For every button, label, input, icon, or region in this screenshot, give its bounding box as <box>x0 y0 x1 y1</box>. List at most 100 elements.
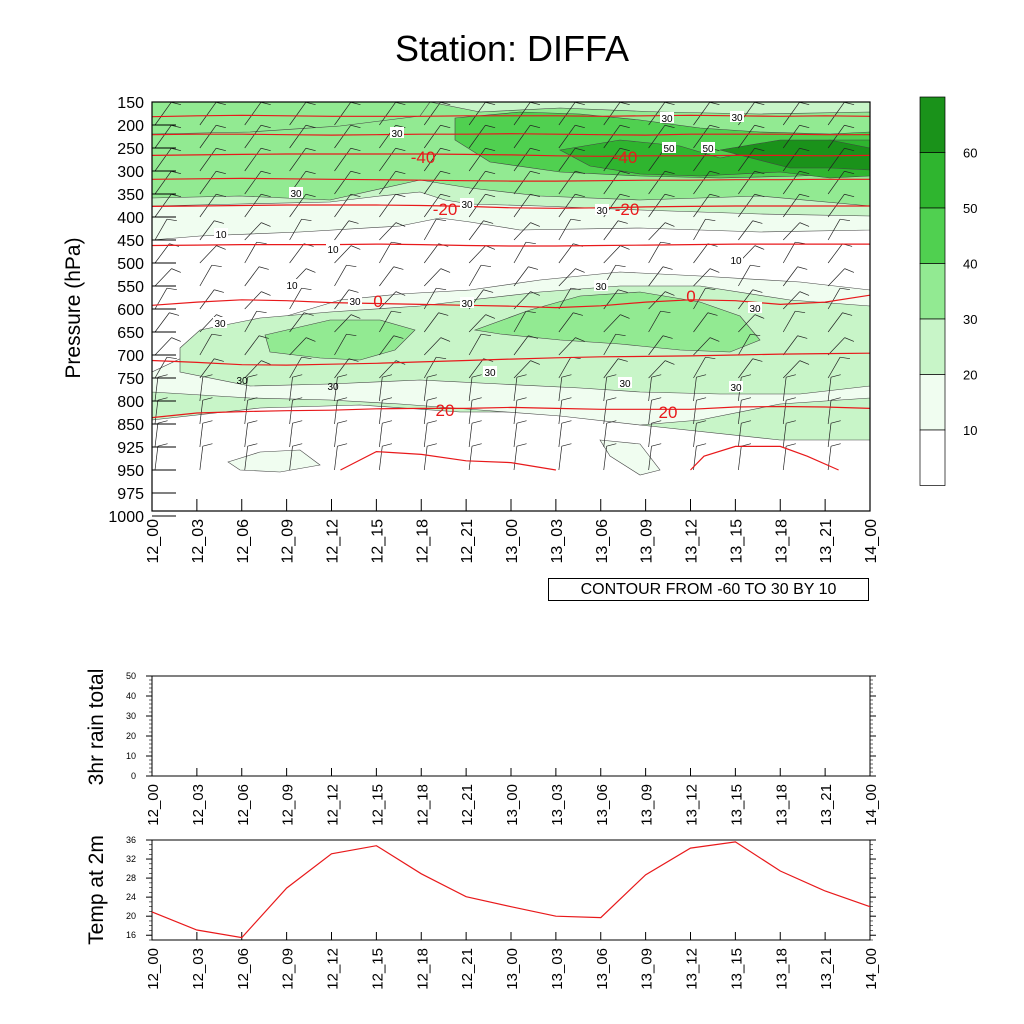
wind-barb <box>648 377 652 402</box>
wind-barb-flag <box>620 245 630 250</box>
humidity-label-bg <box>460 297 474 308</box>
time-tick-label: 12_03 <box>190 784 207 826</box>
wind-barb-flag <box>618 358 628 362</box>
wind-barb <box>782 360 801 379</box>
wind-barb <box>827 268 845 287</box>
y-tick-label: 36 <box>126 835 136 845</box>
wind-barb <box>648 222 666 241</box>
wind-barb-flag <box>216 124 226 129</box>
humidity-band-mid-40 <box>264 319 416 361</box>
humidity-contour-label: 10 <box>730 256 742 267</box>
wind-barb-flag <box>885 265 895 266</box>
wind-barb <box>244 335 260 356</box>
wind-barb-flag <box>707 312 718 316</box>
wind-barb-flag <box>799 222 810 227</box>
wind-barb <box>603 314 621 333</box>
wind-barb-flag <box>799 360 810 365</box>
wind-barb-flag <box>662 335 673 339</box>
wind-barb-flag <box>485 102 496 106</box>
wind-barb <box>423 148 441 172</box>
wind-barb <box>738 265 751 287</box>
wind-barb-flag <box>202 443 213 447</box>
wind-barb <box>648 400 652 425</box>
wind-barb-flag <box>214 220 224 224</box>
wind-barb-flag <box>436 287 447 291</box>
wind-barb <box>468 265 482 287</box>
y-tick-label: 20 <box>126 911 136 921</box>
wind-barb-flag <box>525 310 536 314</box>
wind-barb-flag <box>395 193 406 198</box>
time-tick-label: 13_12 <box>684 784 701 826</box>
wind-barb-flag <box>171 124 182 129</box>
humidity-band-upper-left-40 <box>152 102 431 135</box>
time-tick-label: 12_09 <box>280 784 297 826</box>
wind-barb <box>873 148 889 171</box>
wind-barb-flag <box>844 147 855 152</box>
wind-barb-flag <box>440 102 451 106</box>
wind-barb-flag <box>830 374 841 378</box>
temp-contour-label: 20 <box>436 401 455 420</box>
wind-barb <box>603 377 607 402</box>
wind-barb <box>873 359 887 378</box>
wind-barb-flag <box>651 397 662 401</box>
wind-barb-flag <box>427 443 437 447</box>
wind-barb-flag <box>530 360 540 365</box>
wind-barb-flag <box>471 420 482 424</box>
colorbar-swatch <box>919 318 946 375</box>
wind-barb <box>154 288 168 310</box>
wind-barb <box>244 360 262 379</box>
wind-barb-flag <box>606 397 617 401</box>
wind-barb <box>199 171 217 195</box>
wind-barb <box>603 245 621 264</box>
humidity-contour-label: 30 <box>749 304 761 315</box>
wind-barb-flag <box>890 246 899 250</box>
wind-barb-flag <box>844 170 855 175</box>
pressure-tick-label: 750 <box>117 371 144 388</box>
wind-barb <box>513 335 529 356</box>
wind-barb <box>782 148 800 172</box>
wind-barb-flag <box>575 147 585 152</box>
wind-barb <box>827 400 832 425</box>
humidity-label-bg <box>595 204 609 215</box>
wind-barb-flag <box>259 335 269 339</box>
rain-axis-label: 3hr rain total <box>85 669 108 786</box>
wind-barb <box>379 311 392 333</box>
wind-barb <box>289 423 293 448</box>
wind-barb <box>513 194 531 218</box>
wind-barb <box>468 245 486 264</box>
wind-barb <box>558 194 576 218</box>
time-tick-label: 14_00 <box>863 948 880 990</box>
pressure-tick-label: 150 <box>117 95 144 112</box>
wind-barb-flag <box>709 124 720 129</box>
wind-barb-flag <box>256 310 267 314</box>
contour-labels: -40 -40 -20 -20 0 0 20 20 30 30 50 30 50 30 30 30 10 10 10… <box>213 111 762 422</box>
wind-barb <box>289 219 302 241</box>
wind-barb-flag <box>485 193 496 198</box>
wind-barb-flag <box>530 124 541 129</box>
wind-barb <box>558 125 576 149</box>
wind-barb <box>827 337 845 356</box>
time-tick-label: 13_03 <box>549 784 566 826</box>
wind-barb-flag <box>885 334 895 335</box>
wind-barb <box>334 358 350 379</box>
time-tick-label: 14_00 <box>863 784 880 826</box>
y-tick-label: 0 <box>131 771 136 781</box>
wind-barb-flag <box>216 102 226 106</box>
wind-barb <box>648 335 664 356</box>
wind-barb <box>244 125 262 149</box>
wind-barb-flag <box>754 245 765 250</box>
wind-barb <box>289 446 293 471</box>
wind-barb <box>468 148 486 172</box>
wind-barb-flag <box>709 170 720 175</box>
time-tick-label: 12_21 <box>459 519 476 564</box>
wind-barb <box>154 171 172 195</box>
wind-barb-flag <box>382 374 393 378</box>
time-tick-label: 13_00 <box>504 948 521 990</box>
wind-barb <box>199 400 204 425</box>
wind-barb <box>423 357 437 379</box>
wind-barb-flag <box>171 170 182 175</box>
wind-barb-flag <box>350 193 361 198</box>
temp-contour--40 <box>152 153 870 157</box>
wind-barb <box>468 171 486 195</box>
